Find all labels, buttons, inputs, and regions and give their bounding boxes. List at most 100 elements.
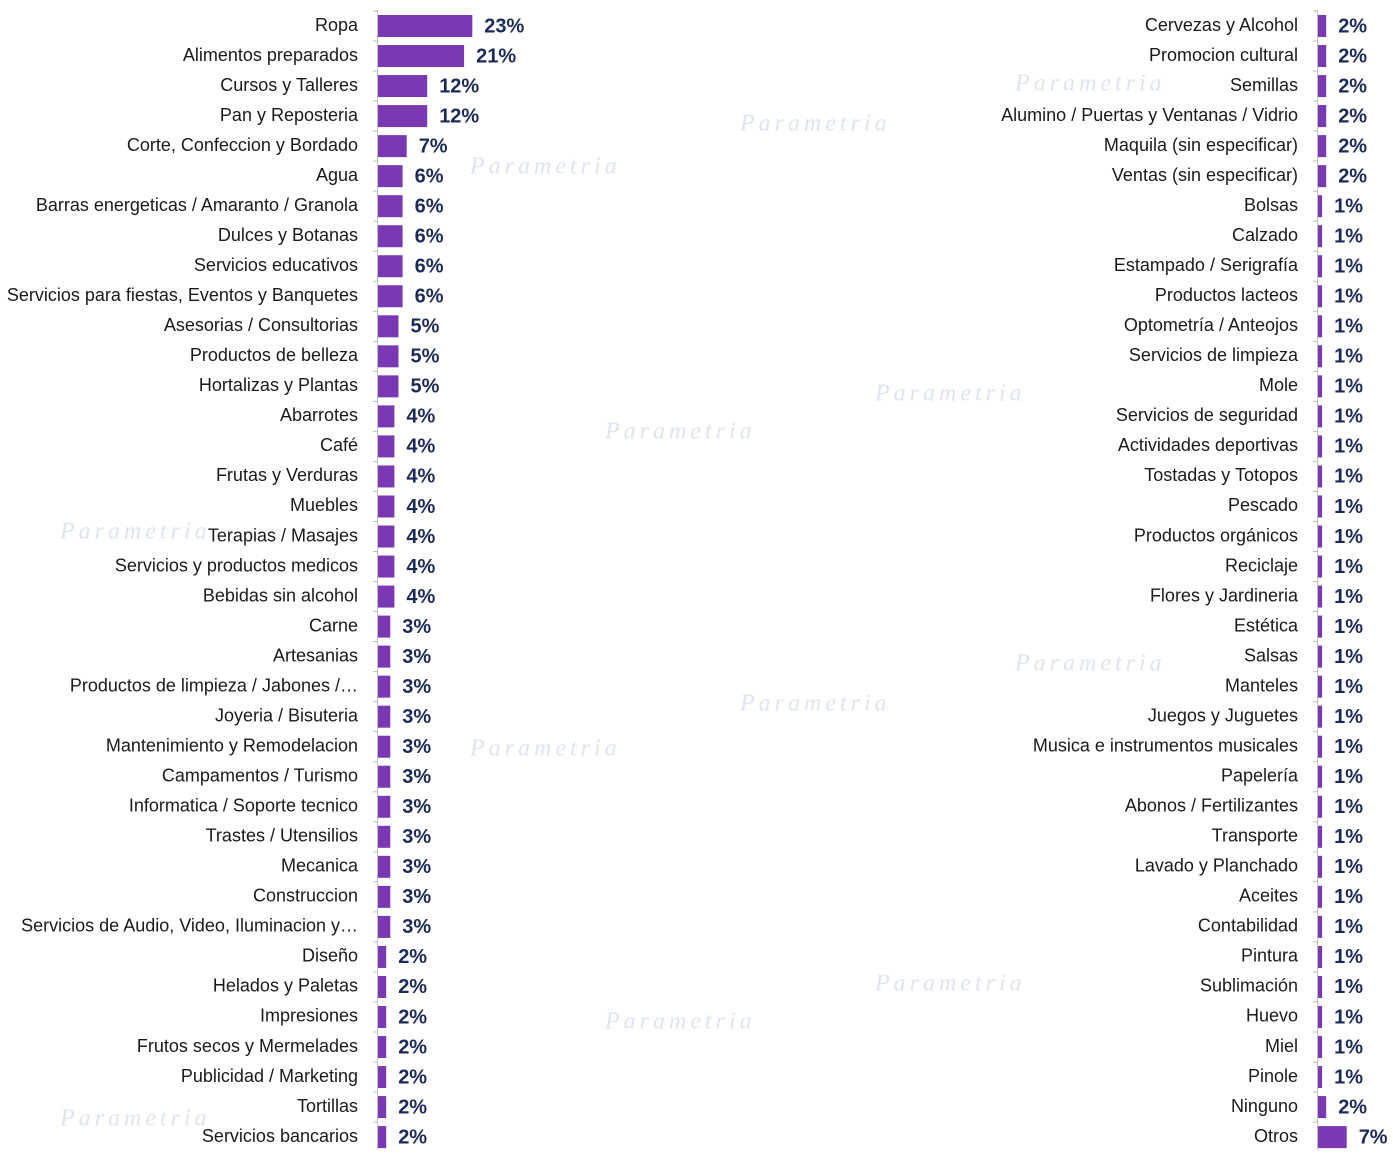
category-label: Otros xyxy=(1254,1126,1298,1146)
category-label: Diseño xyxy=(302,946,358,966)
category-label: Productos orgánicos xyxy=(1134,525,1298,545)
bar xyxy=(378,1036,386,1058)
bar xyxy=(378,826,390,848)
bar xyxy=(378,375,399,397)
category-label: Reciclaje xyxy=(1225,555,1298,575)
value-label: 1% xyxy=(1334,766,1363,788)
bar xyxy=(378,706,390,728)
category-label: Bebidas sin alcohol xyxy=(203,585,358,605)
value-label: 4% xyxy=(406,556,435,578)
value-label: 3% xyxy=(402,856,431,878)
value-label: 2% xyxy=(1338,75,1367,97)
bar xyxy=(378,916,390,938)
value-label: 21% xyxy=(476,45,516,67)
value-label: 4% xyxy=(406,496,435,518)
bar xyxy=(378,405,394,427)
bar xyxy=(378,285,403,307)
category-label: Productos lacteos xyxy=(1155,285,1298,305)
value-label: 23% xyxy=(484,15,524,37)
value-label: 6% xyxy=(415,165,444,187)
category-label: Lavado y Planchado xyxy=(1135,856,1298,876)
bar xyxy=(1318,225,1322,247)
value-label: 1% xyxy=(1334,676,1363,698)
value-label: 1% xyxy=(1334,1006,1363,1028)
value-label: 3% xyxy=(402,766,431,788)
value-label: 1% xyxy=(1334,346,1363,368)
category-label: Mole xyxy=(1259,375,1298,395)
value-label: 6% xyxy=(415,286,444,308)
bar xyxy=(378,75,427,97)
value-label: 2% xyxy=(1338,135,1367,157)
category-label: Servicios de Audio, Video, Iluminacion y… xyxy=(21,916,358,936)
category-label: Manteles xyxy=(1225,675,1298,695)
bar xyxy=(1318,195,1322,217)
category-label: Maquila (sin especificar) xyxy=(1104,135,1298,155)
bar xyxy=(1318,465,1322,487)
chart: Parametria Parametria Parametria Paramet… xyxy=(0,0,1393,1150)
bar xyxy=(378,556,394,578)
value-label: 6% xyxy=(415,225,444,247)
bar xyxy=(1318,15,1326,37)
category-label: Cervezas y Alcohol xyxy=(1145,15,1298,35)
value-label: 1% xyxy=(1334,706,1363,728)
value-label: 1% xyxy=(1334,736,1363,758)
value-label: 3% xyxy=(402,676,431,698)
bar xyxy=(1318,1036,1322,1058)
bar xyxy=(378,225,403,247)
bar xyxy=(1318,916,1322,938)
category-label: Trastes / Utensilios xyxy=(206,826,358,846)
category-label: Optometría / Anteojos xyxy=(1124,315,1298,335)
svg-text:Parametria: Parametria xyxy=(469,154,621,180)
category-label: Juegos y Juguetes xyxy=(1148,705,1298,725)
bar xyxy=(1318,435,1322,457)
category-label: Servicios bancarios xyxy=(202,1126,358,1146)
bar xyxy=(1318,255,1322,277)
bar xyxy=(1318,826,1322,848)
bar xyxy=(378,495,394,517)
svg-text:Parametria: Parametria xyxy=(739,691,891,717)
bar xyxy=(1318,1066,1322,1088)
category-label: Ninguno xyxy=(1231,1096,1298,1116)
value-label: 1% xyxy=(1334,526,1363,548)
category-label: Frutas y Verduras xyxy=(216,465,358,485)
value-label: 1% xyxy=(1334,646,1363,668)
value-label: 1% xyxy=(1334,826,1363,848)
value-label: 6% xyxy=(415,195,444,217)
value-label: 1% xyxy=(1334,195,1363,217)
category-label: Servicios para fiestas, Eventos y Banque… xyxy=(7,285,358,305)
category-label: Servicios educativos xyxy=(194,255,358,275)
bar xyxy=(1318,976,1322,998)
bar xyxy=(378,165,403,187)
bar xyxy=(378,105,427,127)
value-label: 12% xyxy=(439,75,479,97)
value-label: 2% xyxy=(398,1066,427,1088)
value-label: 1% xyxy=(1334,796,1363,818)
value-label: 1% xyxy=(1334,316,1363,338)
value-label: 7% xyxy=(419,135,448,157)
category-label: Artesanias xyxy=(273,645,358,665)
value-label: 1% xyxy=(1334,916,1363,938)
bar xyxy=(1318,315,1322,337)
category-label: Huevo xyxy=(1246,1006,1298,1026)
category-label: Servicios de limpieza xyxy=(1129,345,1299,365)
value-label: 3% xyxy=(402,646,431,668)
category-label: Productos de belleza xyxy=(190,345,359,365)
value-label: 3% xyxy=(402,826,431,848)
category-label: Frutos secos y Mermelades xyxy=(137,1036,358,1056)
category-label: Papelería xyxy=(1221,766,1299,786)
category-label: Impresiones xyxy=(260,1006,358,1026)
value-label: 3% xyxy=(402,736,431,758)
svg-text:Parametria: Parametria xyxy=(739,111,891,137)
value-label: 1% xyxy=(1334,616,1363,638)
value-label: 1% xyxy=(1334,225,1363,247)
category-label: Ventas (sin especificar) xyxy=(1112,165,1298,185)
value-label: 1% xyxy=(1334,256,1363,278)
svg-text:Parametria: Parametria xyxy=(874,971,1026,997)
value-label: 1% xyxy=(1334,976,1363,998)
bar xyxy=(378,796,390,818)
value-label: 2% xyxy=(1338,165,1367,187)
category-label: Mantenimiento y Remodelacion xyxy=(106,735,358,755)
bar xyxy=(378,15,472,37)
category-label: Informatica / Soporte tecnico xyxy=(129,796,358,816)
category-label: Carne xyxy=(309,615,358,635)
